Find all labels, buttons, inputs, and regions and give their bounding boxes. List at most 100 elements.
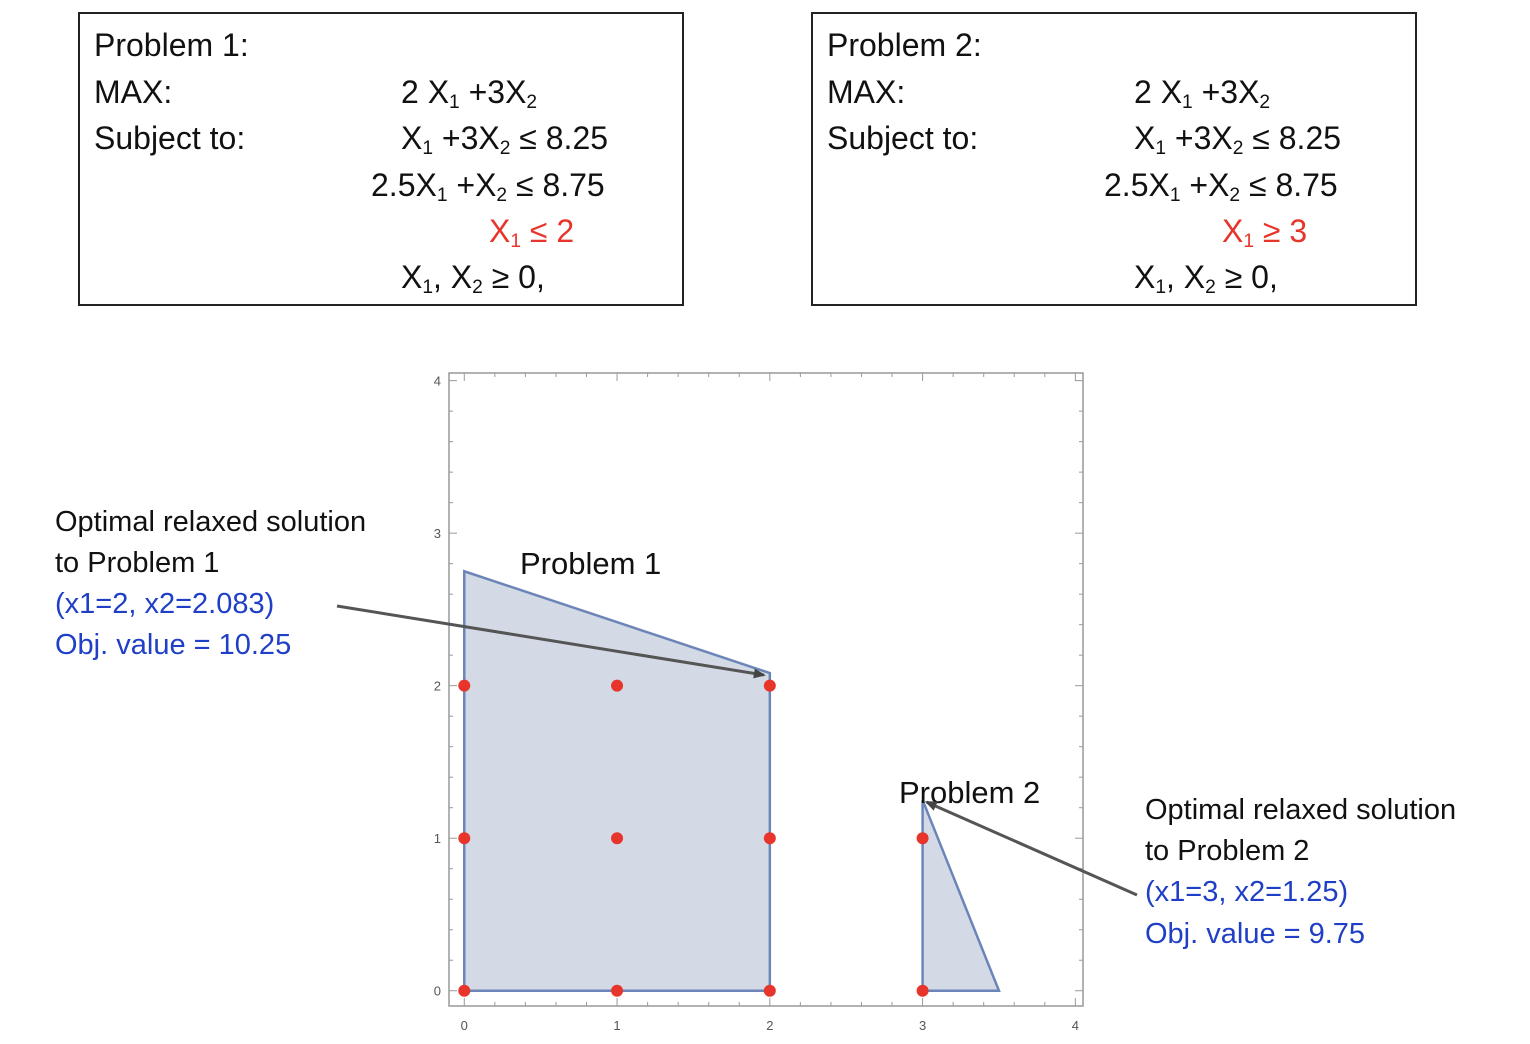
problem-1-title-part: Problem 1:: [94, 27, 249, 63]
problem-1-subject-label-part: Subject to:: [94, 120, 246, 156]
annotation-right-line1: Optimal relaxed solution: [1145, 794, 1457, 826]
problem-1-constraint-1: X1 +3X2 ≤ 8.25: [401, 119, 609, 159]
problem-2-branch-constraint-part: X: [1222, 213, 1244, 249]
integer-point: [916, 832, 929, 845]
y-tick-label: 4: [434, 374, 441, 389]
x-tick-label: 3: [919, 1018, 926, 1033]
problem-1-objective: 2 X1 +3X2: [401, 73, 538, 113]
problem-2-branch-constraint: X1 ≥ 3: [1222, 212, 1308, 252]
problem-2-constraint-2-part: 2.5X: [1104, 167, 1170, 203]
problem-2-max-label: MAX:: [827, 73, 905, 111]
problem-1-box: Problem 1: MAX: Subject to: 2 X1 +3X2 X1 +3X…: [78, 12, 684, 306]
problem-1-title: Problem 1:: [94, 26, 249, 64]
annotation-right-line2: to Problem 2: [1145, 835, 1310, 867]
problem-2-branch-constraint-part: 1: [1243, 230, 1255, 252]
problem-1-feasible-region: [463, 569, 772, 992]
y-tick-label: 3: [434, 526, 441, 541]
problem-1-constraint-1-part: +3X: [433, 120, 500, 156]
problem-1-nonnegativity: X1, X2 ≥ 0,: [401, 258, 545, 298]
integer-point: [611, 984, 624, 997]
problem-2-subject-label-part: Subject to:: [827, 120, 979, 156]
problem-1-branch-constraint: X1 ≤ 2: [489, 212, 575, 252]
annotation-left-line1: Optimal relaxed solution: [55, 506, 367, 538]
problem-2-objective-part: 1: [1182, 91, 1193, 113]
problem-2-subject-label: Subject to:: [827, 119, 978, 157]
y-tick-label: 1: [434, 831, 441, 846]
problem-1-objective-part: 1: [449, 91, 460, 113]
y-tick-label: 0: [434, 984, 441, 999]
problem-1-constraint-1-part: ≤ 8.25: [510, 120, 609, 156]
problem-1-branch-constraint-part: 1: [510, 230, 522, 252]
problem-2-title: Problem 2:: [827, 26, 982, 64]
problem-2-objective: 2 X1 +3X2: [1134, 73, 1271, 113]
problem-2-nonnegativity-part: X: [1134, 259, 1156, 295]
problem-2-constraint-2-part: 2: [1229, 184, 1241, 206]
problem-1-constraint-2-part: 1: [436, 184, 448, 206]
integer-point: [458, 832, 471, 845]
problem-1-nonnegativity-part: ≥ 0,: [482, 259, 545, 295]
problem-2-nonnegativity: X1, X2 ≥ 0,: [1134, 258, 1278, 298]
problem-1-objective-part: 2 X: [401, 74, 450, 110]
problem-2-constraint-1-part: X: [1134, 120, 1156, 156]
problem-1-subject-label: Subject to:: [94, 119, 245, 157]
problem-1-constraint-1-part: X: [401, 120, 423, 156]
problem-2-constraint-2-part: +X: [1180, 167, 1230, 203]
problem-1-objective-part: 2: [526, 91, 538, 113]
problem-2-constraint-2-part: 1: [1169, 184, 1181, 206]
problem-1-nonnegativity-part: 2: [472, 276, 483, 298]
problem-1-branch-constraint-part: X: [489, 213, 511, 249]
problem-1-constraint-2: 2.5X1 +X2 ≤ 8.75: [371, 166, 605, 206]
problem-2-nonnegativity-part: ≥ 0,: [1215, 259, 1278, 295]
problem-2-constraint-1-part: 2: [1232, 137, 1244, 159]
problem-2-nonnegativity-part: , X: [1166, 259, 1206, 295]
problem-1-branch-constraint-part: ≤ 2: [521, 213, 575, 249]
problem-1-nonnegativity-part: , X: [433, 259, 473, 295]
integer-point: [763, 984, 776, 997]
problem-2-title-part: Problem 2:: [827, 27, 982, 63]
integer-point: [458, 984, 471, 997]
integer-point: [458, 679, 471, 692]
problem-2-objective-part: 2: [1259, 91, 1271, 113]
problem-2-nonnegativity-part: 2: [1205, 276, 1216, 298]
integer-point: [611, 679, 624, 692]
problem-2-constraint-1: X1 +3X2 ≤ 8.25: [1134, 119, 1342, 159]
problem-1-constraint-2-part: ≤ 8.75: [507, 167, 605, 203]
problem-2-box: Problem 2: MAX: Subject to: 2 X1 +3X2 X1 +3X…: [811, 12, 1417, 306]
problem-2-constraint-2-part: ≤ 8.75: [1240, 167, 1338, 203]
problem-2-constraint-1-part: +3X: [1166, 120, 1233, 156]
problem-2-constraint-1-part: ≤ 8.25: [1243, 120, 1342, 156]
integer-point: [916, 984, 929, 997]
annotation-left-line2: to Problem 1: [55, 547, 220, 579]
x-tick-label: 2: [766, 1018, 773, 1033]
annotation-left-coordinates: (x1=2, x2=2.083): [55, 588, 275, 620]
problem-1-max-label-part: MAX:: [94, 74, 173, 110]
problem-2-branch-constraint-part: ≥ 3: [1254, 213, 1308, 249]
arrow-to-optimum-2: [924, 800, 1138, 897]
annotation-right-coordinates: (x1=3, x2=1.25): [1145, 876, 1349, 908]
x-tick-label: 0: [461, 1018, 468, 1033]
problem-1-objective-part: +3X: [459, 74, 527, 110]
problem-1-constraint-2-part: 2.5X: [371, 167, 437, 203]
problem-2-constraint-1-part: 1: [1155, 137, 1167, 159]
region-label-problem-1: Problem 1: [520, 546, 661, 581]
integer-point: [763, 832, 776, 845]
problem-2-max-label-part: MAX:: [827, 74, 906, 110]
annotation-left-objective: Obj. value = 10.25: [55, 629, 292, 661]
problem-2-objective-part: 2 X: [1134, 74, 1183, 110]
problem-2-constraint-2: 2.5X1 +X2 ≤ 8.75: [1104, 166, 1338, 206]
problem-1-max-label: MAX:: [94, 73, 172, 111]
problem-2-feasible-region: [921, 799, 1001, 992]
problem-2-nonnegativity-part: 1: [1155, 276, 1167, 298]
x-tick-label: 1: [613, 1018, 620, 1033]
problem-1-nonnegativity-part: X: [401, 259, 423, 295]
plot-frame: [448, 372, 1084, 1007]
x-tick-label: 4: [1072, 1018, 1079, 1033]
problem-1-constraint-2-part: +X: [447, 167, 497, 203]
region-label-problem-2: Problem 2: [899, 775, 1040, 810]
problem-2-objective-part: +3X: [1192, 74, 1260, 110]
problem-1-constraint-1-part: 2: [499, 137, 511, 159]
problem-1-constraint-2-part: 2: [496, 184, 508, 206]
problem-1-nonnegativity-part: 1: [422, 276, 434, 298]
integer-point: [763, 679, 776, 692]
